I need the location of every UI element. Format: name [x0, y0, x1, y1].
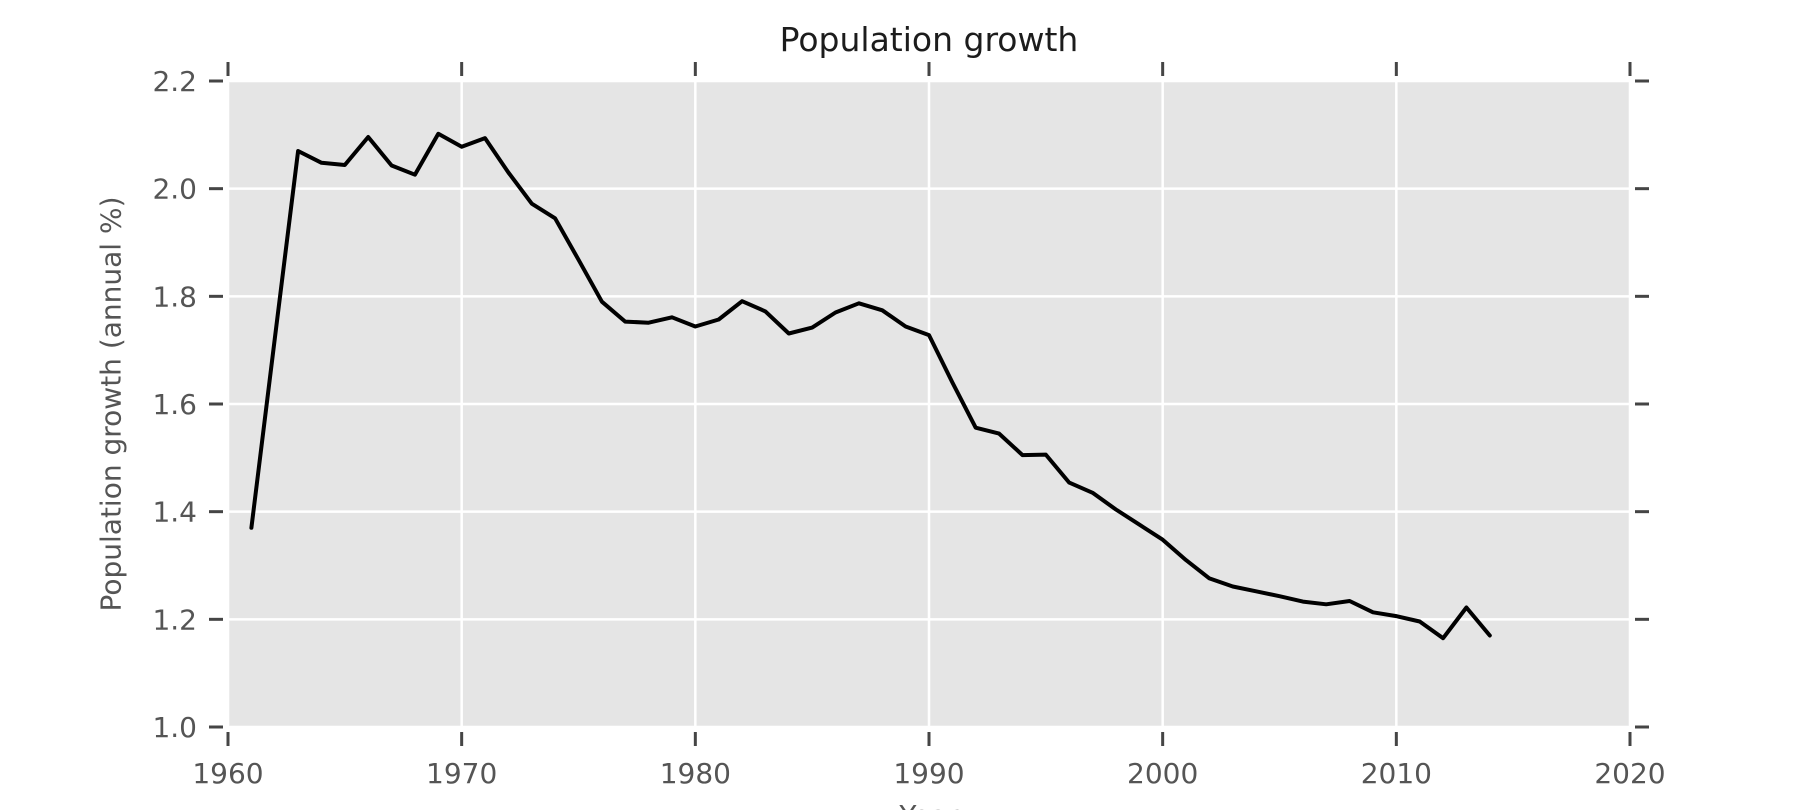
data-line-population-growth — [249, 131, 1492, 641]
y-axis-label: Population growth (annual %) — [94, 196, 128, 612]
y-tick-label: 1.2 — [152, 603, 197, 636]
x-tick-label: 1970 — [426, 757, 497, 790]
x-axis-label: Year — [228, 799, 1630, 810]
x-tick-label: 1960 — [192, 757, 263, 790]
y-tick-label: 1.6 — [152, 388, 197, 421]
x-tick-label: 1980 — [660, 757, 731, 790]
y-tick-label: 2.2 — [152, 65, 197, 98]
y-tick-label: 2.0 — [152, 173, 197, 206]
x-tick-label: 1990 — [893, 757, 964, 790]
chart-title: Population growth — [779, 20, 1079, 59]
x-tick-label: 2010 — [1361, 757, 1432, 790]
x-tick-label: 2020 — [1594, 757, 1665, 790]
y-tick-label: 1.4 — [152, 496, 197, 529]
x-tick-label: 2000 — [1127, 757, 1198, 790]
y-tick-label: 1.8 — [152, 280, 197, 313]
y-tick-label: 1.0 — [152, 711, 197, 744]
